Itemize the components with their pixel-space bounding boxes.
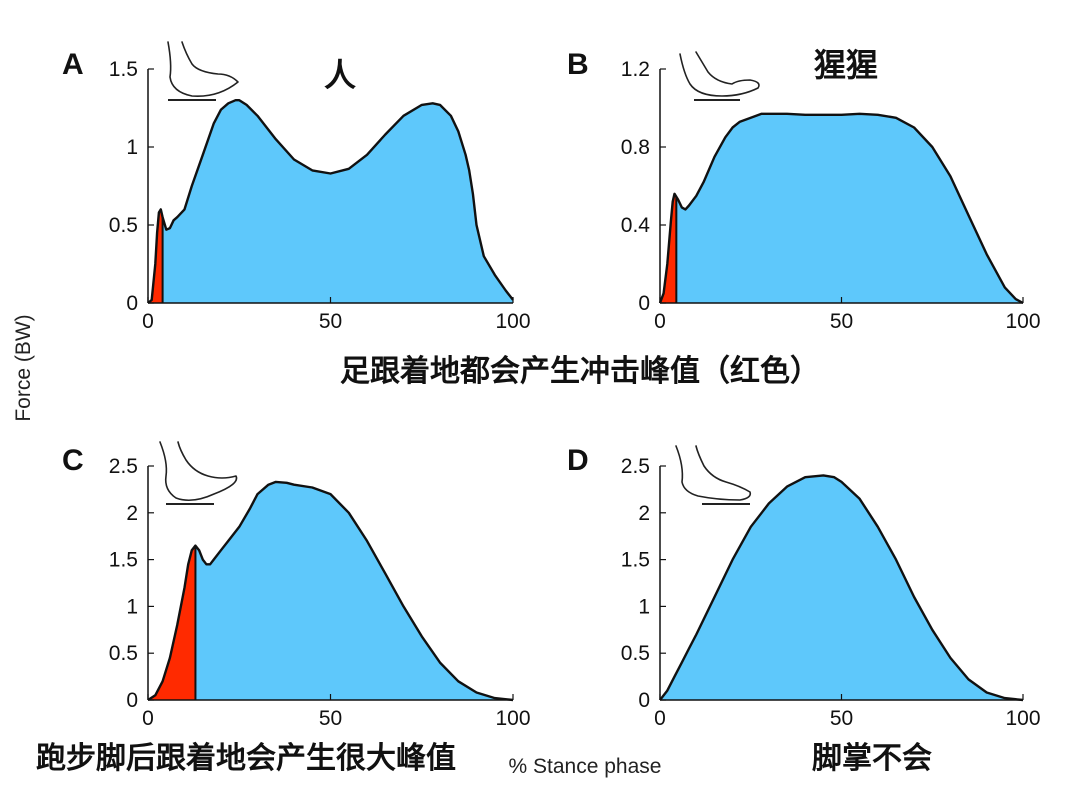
panel-a-y-tick-label: 1.5 <box>109 58 138 81</box>
caption-impact-peak: 足跟着地都会产生冲击峰值（红色） <box>340 354 820 389</box>
panel-d-y-tick-label: 2.5 <box>621 455 650 478</box>
forefoot-strike-foot-icon <box>675 445 752 505</box>
panel-b-title: 猩猩 <box>814 46 878 84</box>
panel-d-y-tick-label: 1 <box>638 595 650 618</box>
panel-c-letter: C <box>62 444 84 477</box>
panel-a-impact-peak <box>148 209 163 303</box>
panel-c-force-curve <box>147 480 514 702</box>
panel-a-force-area <box>148 100 513 303</box>
panel-a-x-tick-label: 100 <box>495 310 530 333</box>
panel-c-x-tick-label: 0 <box>142 707 154 730</box>
panel-b-letter: B <box>567 48 589 81</box>
panel-b-y-tick-label: 0.8 <box>621 136 650 159</box>
panel-d-x-tick-label: 100 <box>1005 707 1040 730</box>
panel-a-y-tick-label: 1 <box>126 136 138 159</box>
panel-a-x-tick-label: 0 <box>142 310 154 333</box>
panel-b-force-curve <box>658 112 1024 305</box>
panel-d-force-area <box>660 475 1023 700</box>
y-axis-label: Force (BW) <box>12 314 35 421</box>
chimp-heel-strike-foot-icon <box>679 51 760 101</box>
caption-forefoot: 脚掌不会 <box>812 741 932 776</box>
panel-c-y-tick-label: 0 <box>126 689 138 712</box>
panel-c-y-tick-label: 1.5 <box>109 549 138 572</box>
panel-b-impact-peak <box>660 193 677 303</box>
panel-d-letter: D <box>567 444 589 477</box>
panel-d-y-tick-label: 0 <box>638 689 650 712</box>
panel-d-force-curve <box>659 474 1024 702</box>
panel-d: D 0 50 100 0 0.5 1 1.5 2 2.5 <box>567 444 1041 730</box>
panel-a-x-tick-label: 50 <box>319 310 342 333</box>
panel-c-y-tick-label: 1 <box>126 595 138 618</box>
panel-c-impact-peak <box>148 545 196 700</box>
panel-d-x-tick-label: 0 <box>654 707 666 730</box>
panel-d-y-tick-label: 2 <box>638 502 650 525</box>
panel-d-y-tick-label: 1.5 <box>621 549 650 572</box>
panel-c-y-tick-label: 0.5 <box>109 642 138 665</box>
panel-b-x-tick-label: 100 <box>1005 310 1040 333</box>
panel-c-y-tick-label: 2 <box>126 502 138 525</box>
panel-b-y-tick-label: 0 <box>638 292 650 315</box>
x-axis-label: % Stance phase <box>509 755 662 778</box>
panel-c-x-tick-label: 50 <box>319 707 342 730</box>
panel-a: A 人 0 50 100 0 0.5 1 1.5 <box>62 41 531 333</box>
panel-c-y-tick-label: 2.5 <box>109 455 138 478</box>
panel-b-force-area <box>660 113 1023 303</box>
panel-b: B 猩猩 0 50 100 0 0.4 0.8 1.2 <box>567 46 1041 333</box>
caption-running-heel-strike: 跑步脚后跟着地会产生很大峰值 <box>36 741 456 776</box>
panel-b-x-tick-label: 0 <box>654 310 666 333</box>
panel-b-y-tick-label: 0.4 <box>621 214 651 237</box>
panel-a-y-tick-label: 0 <box>126 292 138 315</box>
panel-a-letter: A <box>62 48 84 81</box>
panel-d-x-tick-label: 50 <box>830 707 853 730</box>
panel-a-y-tick-label: 0.5 <box>109 214 138 237</box>
panel-b-x-tick-label: 50 <box>830 310 853 333</box>
panel-a-title: 人 <box>324 56 356 94</box>
panel-a-force-curve <box>147 99 514 304</box>
panel-c-force-area <box>148 481 513 700</box>
panel-c: C 0 50 100 0 0.5 1 1.5 2 2.5 <box>62 441 531 730</box>
walking-heel-strike-foot-icon <box>167 41 239 101</box>
panel-d-y-tick-label: 0.5 <box>621 642 650 665</box>
panel-c-x-tick-label: 100 <box>495 707 530 730</box>
running-heel-strike-foot-icon <box>159 441 238 505</box>
panel-b-y-tick-label: 1.2 <box>621 58 650 81</box>
